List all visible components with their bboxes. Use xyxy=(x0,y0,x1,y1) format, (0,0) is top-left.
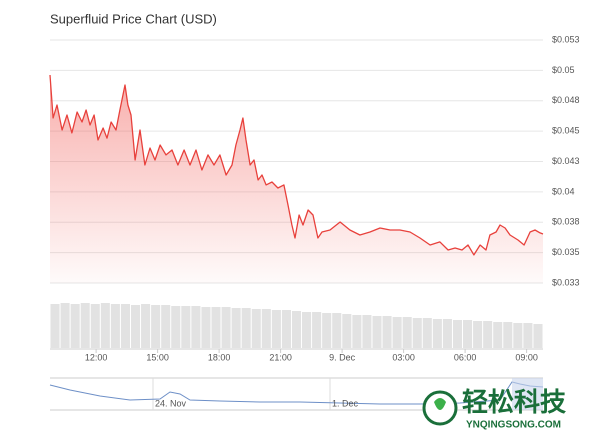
volume-bar xyxy=(110,304,120,348)
volume-bar xyxy=(312,312,322,348)
plot: $0.033 $0.035 $0.038 $0.04 $0.043 $0.045 $0.04… xyxy=(49,34,580,362)
volume-bar xyxy=(251,309,261,348)
volume-bar xyxy=(493,322,503,348)
volume-bar xyxy=(523,323,533,348)
volume-bar xyxy=(80,303,90,348)
x-tick-label: 09:00 xyxy=(515,352,538,362)
navigator-label: 1. Dec xyxy=(332,398,359,408)
y-tick-label: $0.048 xyxy=(552,95,580,105)
volume-bar xyxy=(322,313,332,348)
y-tick-label: $0.05 xyxy=(552,65,575,75)
volume-bar xyxy=(100,303,110,348)
volume-bar xyxy=(382,316,392,348)
volume-bar xyxy=(191,306,201,348)
volume-bar xyxy=(281,310,291,348)
volume-bar xyxy=(412,318,422,348)
x-tick-label: 06:00 xyxy=(454,352,477,362)
volume-bar xyxy=(362,315,372,348)
chart-title: Superfluid Price Chart (USD) xyxy=(50,11,217,26)
y-tick-label: $0.033 xyxy=(552,277,580,287)
x-tick-label: 21:00 xyxy=(269,352,292,362)
y-tick-label: $0.045 xyxy=(552,126,580,136)
volume-bar xyxy=(432,319,442,348)
volume-bar xyxy=(302,312,312,348)
volume-bar xyxy=(221,307,231,348)
x-tick-label: 18:00 xyxy=(208,352,231,362)
y-tick-label: $0.04 xyxy=(552,186,575,196)
volume-bar xyxy=(372,316,382,348)
volume-bar xyxy=(151,305,161,348)
volume-bar xyxy=(332,313,342,348)
y-tick-label: $0.053 xyxy=(552,34,580,44)
volume-bar xyxy=(533,324,543,348)
volume-bar xyxy=(392,317,402,348)
volume-bar xyxy=(442,319,452,348)
navigator: 24. Nov 1. Dec xyxy=(49,377,544,411)
volume-bar xyxy=(402,317,412,348)
volume-bar xyxy=(241,308,251,348)
x-tick-label: 12:00 xyxy=(85,352,108,362)
volume-bar xyxy=(271,310,281,348)
volume-bar xyxy=(231,308,241,348)
volume-bar xyxy=(473,321,483,348)
volume-bar xyxy=(211,307,221,348)
area xyxy=(50,75,543,283)
volume-bar xyxy=(90,304,100,348)
volume-bar xyxy=(261,309,271,348)
volume-bar xyxy=(463,320,473,348)
volume-bar xyxy=(483,321,493,348)
y-tick-label: $0.038 xyxy=(552,217,580,227)
volume-bar xyxy=(452,320,463,348)
volume-bar xyxy=(503,322,513,348)
volume-bar xyxy=(130,305,141,348)
watermark-url: YNQINGSONG.COM xyxy=(466,420,561,431)
volume-bar xyxy=(120,304,130,348)
volume-bar xyxy=(201,307,211,348)
y-tick-label: $0.043 xyxy=(552,156,580,166)
x-tick-label: 9. Dec xyxy=(329,352,356,362)
volume-bar xyxy=(50,304,60,348)
volume-bar xyxy=(171,306,181,348)
watermark-title: 轻松科技 xyxy=(462,387,566,417)
volume-bar xyxy=(181,306,191,348)
volume-bar xyxy=(60,303,70,348)
price-line xyxy=(49,74,544,256)
volume-bar xyxy=(70,304,80,348)
watermark: 轻松科技 YNQINGSONG.COM xyxy=(422,387,566,431)
volume-bar xyxy=(141,304,151,348)
x-tick-label: 03:00 xyxy=(392,352,415,362)
volume-bar xyxy=(352,315,362,348)
volume-bar xyxy=(342,314,352,348)
x-tick-label: 15:00 xyxy=(146,352,169,362)
volume-bar xyxy=(422,318,432,348)
y-tick-label: $0.035 xyxy=(552,247,580,257)
volume-bar xyxy=(161,305,171,348)
volume-bar xyxy=(513,323,523,348)
volume-bar xyxy=(291,311,302,348)
navigator-label: 24. Nov xyxy=(155,398,187,408)
